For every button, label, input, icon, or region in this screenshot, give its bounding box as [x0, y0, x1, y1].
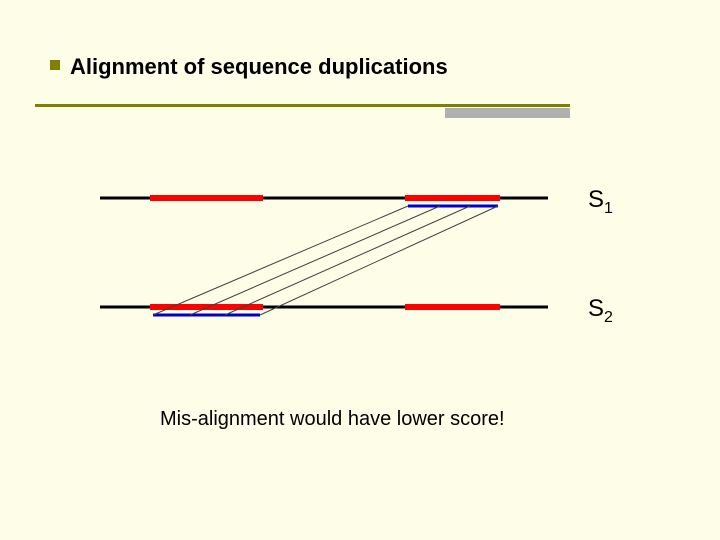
alignment-line-2	[225, 206, 470, 315]
alignment-line-3	[260, 206, 498, 315]
sequence-1-label: S1	[588, 186, 613, 218]
sequence-2-label: S2	[588, 295, 613, 327]
alignment-line-1	[190, 206, 440, 315]
alignment-line-0	[153, 206, 408, 315]
slide-caption: Mis-alignment would have lower score!	[160, 408, 505, 431]
diagram-canvas	[0, 0, 720, 540]
